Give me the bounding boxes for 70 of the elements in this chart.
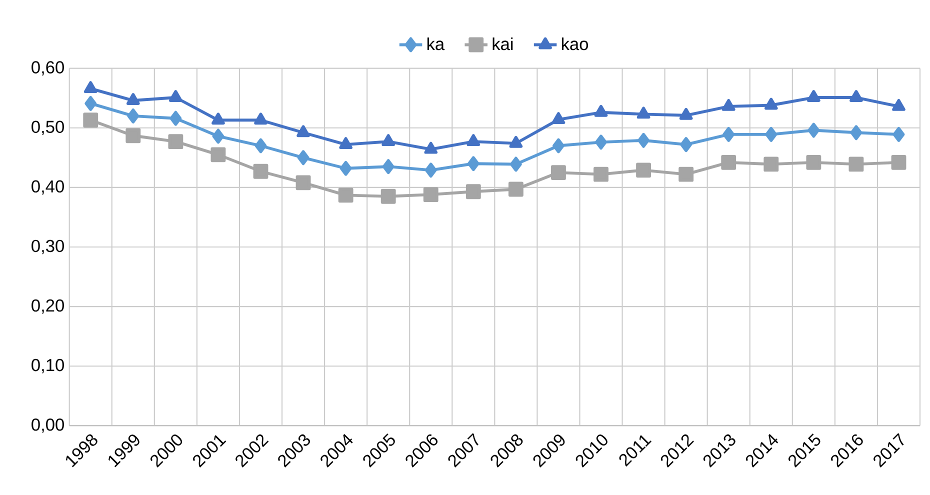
point — [170, 110, 182, 126]
legend-label: kai — [492, 37, 513, 50]
point — [339, 137, 352, 150]
point — [253, 164, 268, 179]
point — [595, 134, 607, 150]
point — [466, 184, 481, 200]
point — [806, 154, 822, 170]
point — [636, 106, 650, 119]
point — [210, 147, 226, 162]
point — [807, 90, 820, 102]
point — [126, 128, 141, 144]
point — [594, 166, 608, 182]
point — [126, 93, 140, 105]
y-tick-label: 0,30 — [32, 240, 64, 254]
point — [721, 154, 736, 170]
point — [212, 128, 224, 144]
point — [892, 126, 905, 142]
point — [424, 142, 438, 154]
y-tick-label: 0,50 — [32, 120, 64, 136]
point — [765, 126, 778, 142]
point — [127, 108, 140, 124]
point — [382, 134, 396, 146]
point — [338, 188, 354, 203]
point — [340, 160, 352, 176]
point — [382, 159, 394, 174]
legend-label: kao — [562, 37, 588, 50]
point — [679, 108, 693, 120]
point — [423, 187, 438, 202]
point — [83, 112, 98, 128]
point — [297, 150, 310, 166]
point — [296, 125, 310, 138]
y-tick-label: 0,00 — [32, 418, 64, 433]
point — [254, 138, 267, 154]
point — [168, 134, 184, 150]
point — [594, 104, 608, 117]
point — [84, 96, 97, 111]
point — [764, 156, 779, 172]
point — [254, 112, 268, 125]
point — [552, 112, 566, 124]
point — [892, 98, 906, 111]
point — [424, 162, 437, 178]
y-tick-label: 0,20 — [32, 299, 64, 314]
point — [380, 188, 396, 204]
point — [808, 122, 820, 138]
y-tick-label: 0,60 — [32, 61, 64, 76]
point — [467, 156, 480, 172]
point — [680, 137, 692, 152]
point — [848, 156, 864, 172]
y-tick-label: 0,10 — [32, 358, 64, 374]
point — [850, 90, 863, 102]
y-tick-label: 0,40 — [32, 180, 64, 195]
point — [169, 90, 182, 102]
point — [466, 134, 480, 146]
legend-label: ka — [427, 37, 445, 50]
point — [638, 132, 650, 148]
point — [891, 154, 906, 170]
point — [508, 182, 524, 197]
point — [551, 165, 566, 180]
point — [509, 136, 523, 148]
point — [212, 112, 225, 125]
point — [850, 125, 862, 140]
point — [84, 81, 98, 94]
point — [722, 98, 736, 111]
point — [678, 166, 694, 182]
point — [552, 138, 564, 154]
point — [510, 156, 522, 172]
point — [764, 98, 778, 110]
point — [722, 126, 735, 142]
point — [296, 175, 311, 190]
point — [636, 162, 652, 178]
